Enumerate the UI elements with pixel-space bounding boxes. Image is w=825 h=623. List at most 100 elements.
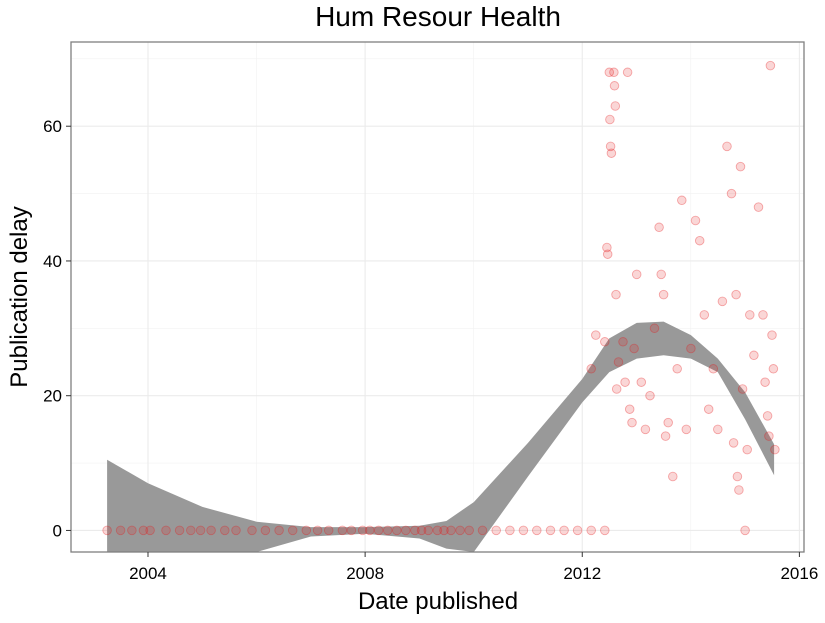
scatter-points [102,60,780,536]
data-point [455,525,465,536]
data-point [464,525,474,536]
data-point [627,417,637,428]
axis-ticks: 2004 2008 2012 2016 0 20 40 60 [43,117,818,583]
x-tick-label: 2016 [780,564,818,583]
data-point [532,525,542,536]
data-point [636,377,647,387]
data-point [629,343,639,354]
data-point [312,525,323,536]
data-point [357,525,368,536]
data-point [161,525,171,536]
data-point [505,525,515,536]
data-point [382,525,393,536]
data-point [703,404,714,414]
data-point [609,67,619,78]
data-point [734,485,744,495]
data-point [602,249,613,259]
data-point [611,289,621,300]
data-point [206,525,216,536]
data-point [446,525,456,536]
data-point [672,364,682,374]
data-point [323,525,334,536]
x-tick-label: 2012 [563,564,601,583]
chart-title: Hum Resour Health [315,1,561,32]
data-point [737,384,748,394]
data-point [658,289,669,300]
data-point [640,424,651,435]
data-point [649,323,660,334]
data-point [694,235,705,246]
data-point [758,310,768,320]
y-tick-label: 0 [53,521,62,540]
data-point [745,310,755,320]
data-point [613,357,624,367]
data-point [753,202,764,212]
x-tick-label: 2004 [129,564,167,583]
data-point [708,364,719,374]
data-point [274,525,284,536]
data-point [186,525,196,536]
data-point [145,525,155,536]
data-point [656,269,666,280]
data-point [138,525,149,536]
data-point [586,364,596,374]
data-point [423,525,434,536]
y-axis-title: Publication delay [6,206,33,387]
data-point [713,424,723,435]
data-point [677,195,687,206]
data-point [681,424,692,435]
panel-background [71,42,804,552]
data-point [600,337,610,347]
data-point [392,525,402,536]
data-point [668,471,678,482]
data-point [749,350,759,361]
data-point [287,525,298,536]
data-point [645,390,655,401]
data-point [663,417,673,428]
data-point [764,431,774,441]
data-point [765,60,776,71]
data-point [337,525,348,536]
data-point [127,525,137,536]
data-point [624,404,635,414]
data-point [740,525,750,536]
data-point [732,471,743,482]
data-point [631,269,642,280]
data-point [559,525,569,536]
data-point [762,411,773,421]
data-point [260,525,271,536]
data-point [699,310,710,320]
data-point [660,431,671,441]
data-point [600,525,610,536]
data-point [439,525,449,536]
y-tick-label: 60 [43,117,62,136]
data-point [410,525,420,536]
data-point [728,438,739,448]
data-point [770,444,780,455]
data-point [373,525,384,536]
y-tick-label: 20 [43,387,62,406]
data-point [247,525,257,536]
data-point [717,296,728,307]
data-point [760,377,770,387]
x-axis-title: Date published [358,588,518,615]
data-point [477,525,488,536]
data-point [605,114,615,125]
data-point [731,289,741,300]
data-point [102,525,112,536]
data-point [611,384,622,394]
data-point [618,337,628,347]
data-point [572,525,583,536]
panel-frame [70,41,805,553]
data-point [115,525,126,536]
data-point [591,330,601,340]
y-tick-label: 40 [43,252,62,271]
data-point [609,81,620,91]
data-point [622,67,633,78]
data-point [768,364,779,374]
data-point [726,188,737,199]
data-point [654,222,664,233]
data-point [195,525,206,536]
